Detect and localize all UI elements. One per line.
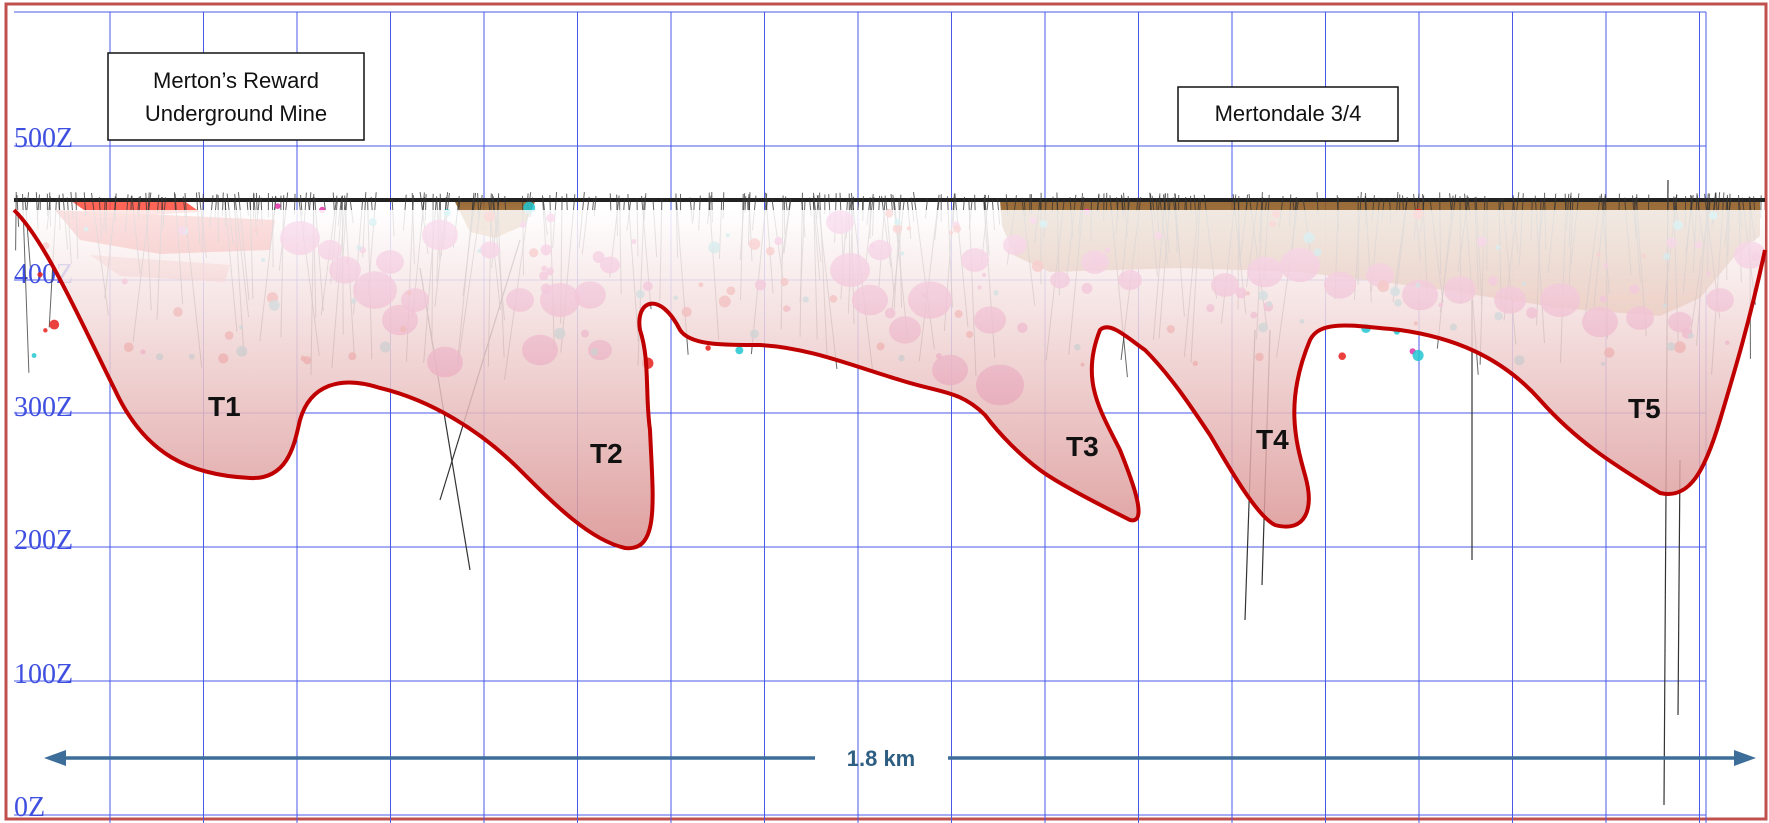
intercept-dot [1338,352,1347,360]
target-label-t3: T3 [1066,431,1099,462]
intercept-dot [735,346,744,355]
drillhole-trace [323,199,326,211]
callout-mertons-reward-line1: Merton’s Reward [153,68,319,93]
callout-mertons-reward-line2: Underground Mine [145,101,327,126]
intercept-dot [31,353,37,358]
drillhole-trace [566,193,568,211]
drillhole-trace [504,195,507,211]
drillhole-trace [1553,193,1557,213]
drillhole-trace [15,192,17,251]
drillhole-trace [1157,193,1161,211]
drillhole-trace [878,195,881,211]
drillhole-trace [1264,198,1268,212]
drillhole-trace [609,193,612,212]
target-label-t2: T2 [590,438,623,469]
target-outline-t1-t2 [14,210,1765,549]
rl-label-100: 100Z [14,659,73,690]
drillhole-trace [1185,199,1188,212]
intercept-dot [1412,349,1424,361]
drillhole-trace [249,198,251,211]
drillhole-trace [458,198,461,212]
rl-label-500: 500Z [14,123,73,154]
target-label-t1: T1 [208,391,241,422]
drillhole-trace [307,199,310,211]
drillhole-trace [147,192,150,213]
drillhole-trace [1715,192,1718,212]
scale-bar: 1.8 km [44,746,1756,771]
drillhole-trace [890,193,894,214]
callout-mertondale: Mertondale 3/4 [1177,86,1399,142]
intercept-dot [37,271,43,278]
target-label-t5: T5 [1628,393,1661,424]
drillhole-trace [1402,195,1404,211]
scale-bar-right-arrowhead [1734,750,1756,766]
drillhole-trace [1292,198,1295,213]
diagram-frame [4,2,1768,821]
rl-label-200: 200Z [14,525,73,556]
drillhole-trace [765,199,769,211]
rl-label-300: 300Z [14,392,73,423]
drillhole-trace [370,196,373,211]
drillhole-trace [1499,199,1502,211]
drillhole-trace [785,196,788,212]
callout-mertons-reward: Merton’s Reward Underground Mine [107,52,365,141]
drillhole-trace [744,196,747,213]
target-label-t4: T4 [1256,424,1289,455]
intercept-dot [705,345,711,351]
drillhole-trace [173,192,177,211]
intercept-dot [43,328,48,333]
scale-bar-label: 1.8 km [847,746,916,771]
drillhole-trace [962,196,965,211]
rl-axis-labels: 500Z 400Z 300Z 200Z 100Z 0Z [14,123,73,823]
target-outline-line [12,208,1767,551]
drillhole-trace [857,198,860,211]
drillhole-trace [592,197,595,211]
drillhole-trace [1677,459,1681,716]
scale-bar-left-arrowhead [44,750,66,766]
drillhole-trace [623,198,626,211]
target-outlines [12,208,1767,551]
drillhole-trace [1184,196,1187,211]
drillhole-trace [1564,193,1567,211]
intercept-dot [49,319,60,330]
drillhole-trace [24,197,31,267]
rl-label-0: 0Z [14,792,45,823]
drillhole-trace [1396,191,1399,214]
drillhole-trace [309,192,312,211]
drillhole-trace [1569,195,1572,211]
drillhole-trace [1136,197,1139,213]
intercept-dot [274,203,281,209]
drillhole-trace [1753,196,1756,211]
callout-mertondale-label: Mertondale 3/4 [1215,101,1362,126]
